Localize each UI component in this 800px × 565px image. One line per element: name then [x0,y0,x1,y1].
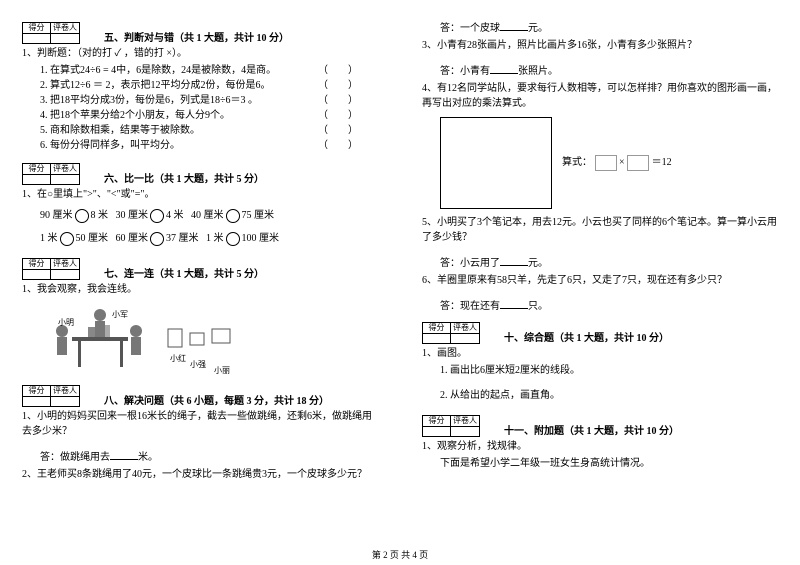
section-7-title: 七、连一连（共 1 大题，共计 5 分） [104,265,264,280]
score-box: 得分 评卷人 [422,415,480,437]
observation-diagram: 小明 小军 小红 小强 小丽 [40,301,240,379]
section-6-header: 得分 评卷人 六、比一比（共 1 大题，共计 5 分） [22,163,378,185]
section-5-header: 得分 评卷人 五、判断对与错（共 1 大题，共计 10 分） [22,22,378,44]
section-8-header: 得分 评卷人 八、解决问题（共 6 小题，每题 3 分，共计 18 分） [22,385,378,407]
s7-lead: 1、我会观察，我会连线。 [22,282,378,297]
score-box: 得分 评卷人 [22,258,80,280]
equation-label: 算式： [562,157,592,168]
answer-blank[interactable] [500,20,528,31]
svg-text:小明: 小明 [58,318,74,327]
section-11-header: 得分 评卷人 十一、附加题（共 1 大题，共计 10 分） [422,415,778,437]
section-5-title: 五、判断对与错（共 1 大题，共计 10 分） [104,29,289,44]
s8-q1: 1、小明的妈妈买回来一根16米长的绳子，截去一些做跳绳，还剩6米，做跳绳用去多少… [22,409,378,439]
equation-result: ＝12 [652,157,672,168]
section-8-title: 八、解决问题（共 6 小题，每题 3 分，共计 18 分） [104,392,329,407]
factor-box[interactable] [627,155,649,171]
left-column: 得分 评卷人 五、判断对与错（共 1 大题，共计 10 分） 1、判断题：（对的… [0,0,400,565]
s5-item-2: 2. 算式12÷6 ＝ 2，表示把12平均分成2份，每份是6。（ ） [40,78,378,93]
answer-blank[interactable] [110,449,138,460]
s11-sub: 下面是希望小学二年级一班女生身高统计情况。 [440,456,778,471]
s10-lead: 1、画图。 [422,346,778,361]
q4-diagram-row: 算式： × ＝12 [422,113,778,213]
s8-a3: 答：小青有张照片。 [440,63,778,79]
drawing-area[interactable] [440,117,552,209]
equation-area: 算式： × ＝12 [562,153,672,171]
svg-text:小红: 小红 [170,353,186,363]
section-11-title: 十一、附加题（共 1 大题，共计 10 分） [504,422,679,437]
s5-item-3: 3. 把18平均分成3份，每份是6，列式是18÷6＝3 。（ ） [40,93,378,108]
score-label: 得分 [23,23,50,34]
right-column: 答：一个皮球元。 3、小青有28张画片，照片比画片多16张，小青有多少张照片？ … [400,0,800,565]
page-footer: 第 2 页 共 4 页 [0,548,800,561]
section-6-title: 六、比一比（共 1 大题，共计 5 分） [104,170,264,185]
score-box: 得分 评卷人 [22,163,80,185]
s5-item-1: 1. 在算式24÷6 = 4中，6是除数，24是被除数，4是商。（ ） [40,63,378,78]
s5-item-5: 5. 商和除数相乘，结果等于被除数。（ ） [40,123,378,138]
compare-circle[interactable] [60,232,74,246]
answer-blank[interactable] [500,298,528,309]
s8-q5: 5、小明买了3个笔记本，用去12元。小云也买了同样的6个笔记本。算一算小云用了多… [422,215,778,245]
compare-circle[interactable] [226,232,240,246]
answer-blank[interactable] [490,63,518,74]
compare-circle[interactable] [75,209,89,223]
score-box: 得分 评卷人 [22,22,80,44]
s8-a5: 答：小云用了元。 [440,255,778,271]
s5-lead: 1、判断题：（对的打 ✓ ，错的打 ×）。 [22,46,378,61]
score-box: 得分 评卷人 [22,385,80,407]
s6-row1: 90 厘米8 米 30 厘米4 米 40 厘米75 厘米 [40,208,378,223]
compare-circle[interactable] [150,209,164,223]
s10-i2: 2. 从给出的起点，画直角。 [440,388,778,403]
section-10-title: 十、综合题（共 1 大题，共计 10 分） [504,329,669,344]
section-7-header: 得分 评卷人 七、连一连（共 1 大题，共计 5 分） [22,258,378,280]
s8-q3: 3、小青有28张画片，照片比画片多16张，小青有多少张照片？ [422,38,778,53]
s6-row2: 1 米50 厘米 60 厘米37 厘米 1 米100 厘米 [40,231,378,246]
s8-a2: 答：一个皮球元。 [440,20,778,36]
s8-a6: 答：现在还有只。 [440,298,778,314]
s11-lead: 1、观察分析，找规律。 [422,439,778,454]
answer-blank[interactable] [500,255,528,266]
section-10-header: 得分 评卷人 十、综合题（共 1 大题，共计 10 分） [422,322,778,344]
s8-a1: 答：做跳绳用去米。 [40,449,378,465]
page: 得分 评卷人 五、判断对与错（共 1 大题，共计 10 分） 1、判断题：（对的… [0,0,800,565]
svg-text:小丽: 小丽 [214,366,230,375]
s8-q6: 6、羊圈里原来有58只羊，先走了6只，又走了7只，现在还有多少只？ [422,273,778,288]
s5-item-4: 4. 把18个苹果分给2个小朋友，每人分9个。（ ） [40,108,378,123]
svg-text:小军: 小军 [112,310,128,319]
s8-q2: 2、王老师买8条跳绳用了40元，一个皮球比一条跳绳贵3元，一个皮球多少元？ [22,467,378,482]
svg-text:小强: 小强 [190,360,206,369]
factor-box[interactable] [595,155,617,171]
reviewer-label: 评卷人 [51,23,79,34]
s10-i1: 1. 画出比6厘米短2厘米的线段。 [440,363,778,378]
compare-circle[interactable] [226,209,240,223]
s8-q4: 4、有12名同学站队，要求每行人数相等，可以怎样排？用你喜欢的图形画一画，再写出… [422,81,778,111]
s5-item-6: 6. 每份分得同样多，叫平均分。（ ） [40,138,378,153]
compare-circle[interactable] [150,232,164,246]
s6-lead: 1、在○里填上">"、"<"或"="。 [22,187,378,202]
score-box: 得分 评卷人 [422,322,480,344]
